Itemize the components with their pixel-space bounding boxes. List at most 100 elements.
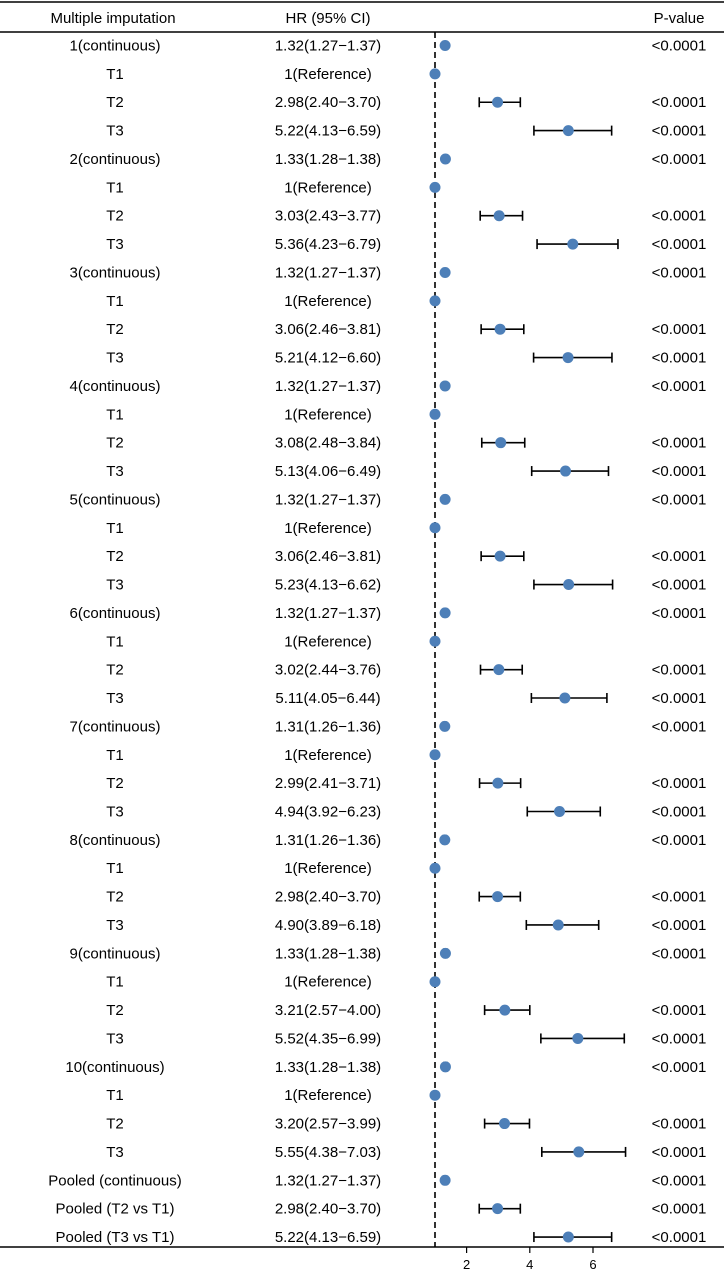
- row-hr-ci: 1(Reference): [284, 747, 372, 764]
- hr-point: [439, 380, 451, 392]
- hr-point: [439, 1174, 451, 1186]
- forest-row: T1 1(Reference): [106, 520, 441, 537]
- row-p-value: <0.0001: [652, 803, 707, 820]
- row-label: T2: [106, 94, 124, 111]
- row-p-value: <0.0001: [652, 1116, 707, 1133]
- row-label: 8(continuous): [70, 832, 161, 849]
- row-label: T3: [106, 577, 124, 594]
- row-hr-ci: 1.32(1.27−1.37): [275, 491, 381, 508]
- x-axis-ticks: 2 4 6: [463, 1247, 597, 1272]
- hr-point: [429, 862, 441, 874]
- forest-row: T3 5.52(4.35−6.99) <0.0001: [106, 1030, 706, 1047]
- row-label: T3: [106, 690, 124, 707]
- row-p-value: <0.0001: [652, 1030, 707, 1047]
- forest-row: 5(continuous) 1.32(1.27−1.37) <0.0001: [70, 491, 707, 508]
- row-hr-ci: 5.21(4.12−6.60): [275, 350, 381, 367]
- hr-point: [492, 891, 504, 903]
- forest-row: T1 1(Reference): [106, 633, 441, 650]
- row-label: T2: [106, 208, 124, 225]
- forest-row: T3 5.11(4.05−6.44) <0.0001: [106, 690, 706, 707]
- hr-point: [493, 210, 505, 222]
- forest-row: T2 2.98(2.40−3.70) <0.0001: [106, 94, 706, 111]
- forest-row: T3 5.13(4.06−6.49) <0.0001: [106, 463, 706, 480]
- row-p-value: <0.0001: [652, 1059, 707, 1076]
- forest-row: Pooled (T2 vs T1) 2.98(2.40−3.70) <0.0001: [56, 1201, 707, 1218]
- hr-point: [429, 1089, 441, 1101]
- forest-row: Pooled (T3 vs T1) 5.22(4.13−6.59) <0.0001: [56, 1229, 707, 1246]
- row-label: T3: [106, 463, 124, 480]
- forest-row: 7(continuous) 1.31(1.26−1.36) <0.0001: [70, 718, 707, 735]
- row-hr-ci: 1(Reference): [284, 974, 372, 991]
- forest-row: T3 5.55(4.38−7.03) <0.0001: [106, 1144, 706, 1161]
- hr-point: [429, 181, 441, 193]
- row-hr-ci: 3.03(2.43−3.77): [275, 208, 381, 225]
- row-label: T1: [106, 66, 124, 83]
- row-label: T1: [106, 974, 124, 991]
- row-p-value: <0.0001: [652, 889, 707, 906]
- row-p-value: <0.0001: [652, 605, 707, 622]
- row-label: 1(continuous): [70, 38, 161, 55]
- hr-point: [439, 493, 451, 505]
- row-label: T2: [106, 321, 124, 338]
- forest-row: T2 3.21(2.57−4.00) <0.0001: [106, 1002, 706, 1019]
- row-label: T2: [106, 889, 124, 906]
- hr-point: [439, 1061, 451, 1073]
- forest-row: T1 1(Reference): [106, 747, 441, 764]
- row-p-value: <0.0001: [652, 1229, 707, 1246]
- row-label: 6(continuous): [70, 605, 161, 622]
- row-label: T3: [106, 123, 124, 140]
- row-p-value: <0.0001: [652, 1172, 707, 1189]
- forest-row: 1(continuous) 1.32(1.27−1.37) <0.0001: [70, 38, 707, 55]
- row-label: 9(continuous): [70, 945, 161, 962]
- row-label: T1: [106, 520, 124, 537]
- row-p-value: <0.0001: [652, 775, 707, 792]
- row-hr-ci: 1.31(1.26−1.36): [275, 718, 381, 735]
- row-hr-ci: 1.32(1.27−1.37): [275, 264, 381, 281]
- row-hr-ci: 2.98(2.40−3.70): [275, 889, 381, 906]
- row-p-value: <0.0001: [652, 662, 707, 679]
- forest-row: T2 3.02(2.44−3.76) <0.0001: [106, 662, 706, 679]
- row-hr-ci: 1.32(1.27−1.37): [275, 378, 381, 395]
- hr-point: [554, 805, 566, 817]
- hr-point: [492, 1203, 504, 1215]
- row-label: T2: [106, 662, 124, 679]
- header-p-value: P-value: [654, 10, 705, 27]
- row-label: T1: [106, 860, 124, 877]
- forest-row: 8(continuous) 1.31(1.26−1.36) <0.0001: [70, 832, 707, 849]
- forest-row: T1 1(Reference): [106, 66, 441, 83]
- forest-row: T3 4.94(3.92−6.23) <0.0001: [106, 803, 706, 820]
- forest-row: 10(continuous) 1.33(1.28−1.38) <0.0001: [65, 1059, 706, 1076]
- row-label: T3: [106, 917, 124, 934]
- row-p-value: <0.0001: [652, 1201, 707, 1218]
- row-hr-ci: 5.11(4.05−6.44): [275, 690, 380, 707]
- row-p-value: <0.0001: [652, 832, 707, 849]
- row-p-value: <0.0001: [652, 1144, 707, 1161]
- forest-row: T2 3.06(2.46−3.81) <0.0001: [106, 321, 706, 338]
- row-hr-ci: 1.32(1.27−1.37): [275, 1172, 381, 1189]
- row-label: T1: [106, 1087, 124, 1104]
- row-hr-ci: 5.55(4.38−7.03): [275, 1144, 381, 1161]
- forest-row: T2 2.99(2.41−3.71) <0.0001: [106, 775, 706, 792]
- header-label: Multiple imputation: [50, 10, 175, 27]
- row-p-value: <0.0001: [652, 94, 707, 111]
- hr-point: [573, 1146, 585, 1158]
- forest-row: T3 5.21(4.12−6.60) <0.0001: [106, 350, 706, 367]
- row-hr-ci: 5.52(4.35−6.99): [275, 1030, 381, 1047]
- hr-point: [572, 1032, 584, 1044]
- row-label: T2: [106, 435, 124, 452]
- row-hr-ci: 2.99(2.41−3.71): [275, 775, 381, 792]
- forest-row: T2 2.98(2.40−3.70) <0.0001: [106, 889, 706, 906]
- forest-row: T1 1(Reference): [106, 1087, 441, 1104]
- x-tick-label: 6: [589, 1257, 596, 1272]
- row-hr-ci: 3.08(2.48−3.84): [275, 435, 381, 452]
- hr-point: [439, 834, 451, 846]
- hr-point: [429, 749, 441, 761]
- row-label: 4(continuous): [70, 378, 161, 395]
- row-label: T3: [106, 350, 124, 367]
- row-label: T3: [106, 1144, 124, 1161]
- hr-point: [429, 68, 441, 80]
- row-label: Pooled (T3 vs T1): [56, 1229, 175, 1246]
- row-label: T3: [106, 1030, 124, 1047]
- hr-point: [562, 352, 574, 364]
- hr-point: [429, 295, 441, 307]
